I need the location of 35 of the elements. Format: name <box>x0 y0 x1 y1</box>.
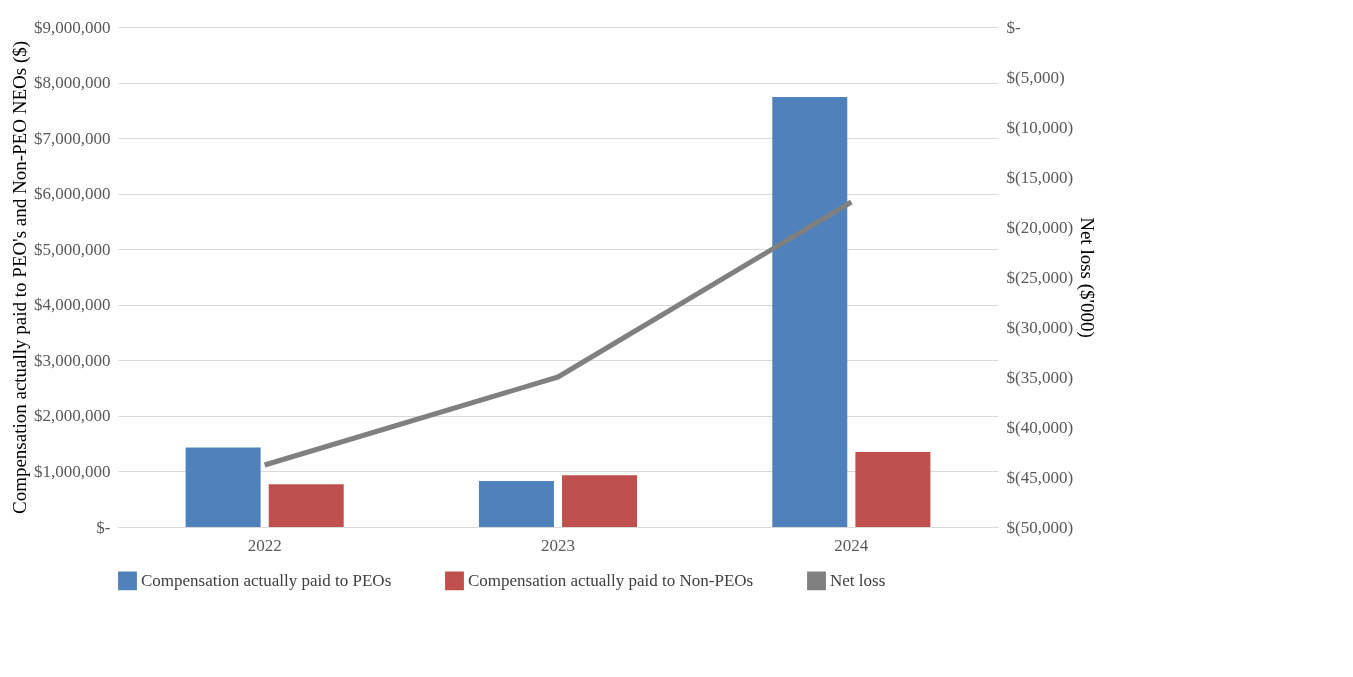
y-tick-label: $- <box>96 517 111 537</box>
y-axis-title: Compensation actually paid to PEO's and Non-PEO NEOs ($) <box>9 40 31 515</box>
legend-label: Compensation actually paid to PEOs <box>141 570 392 590</box>
y2-tick-label: $- <box>1006 17 1021 37</box>
y2-axis-title: Net loss ($'000) <box>1076 217 1099 338</box>
y2-tick-label: $(25,000) <box>1006 267 1074 287</box>
y2-tick-label: $(35,000) <box>1006 367 1074 387</box>
x-tick-label: 2024 <box>834 535 869 555</box>
y2-tick-label: $(30,000) <box>1006 317 1074 337</box>
y2-tick-label: $(50,000) <box>1006 517 1074 537</box>
y-tick-label: $1,000,000 <box>34 461 111 481</box>
y2-tick-label: $(10,000) <box>1006 117 1074 137</box>
bar <box>562 475 638 527</box>
y-tick-label: $6,000,000 <box>34 184 111 204</box>
legend-label: Net loss <box>830 570 886 590</box>
legend-label: Compensation actually paid to Non-PEOs <box>468 570 754 590</box>
x-tick-label: 2022 <box>247 535 282 555</box>
y2-tick-label: $(45,000) <box>1006 467 1074 487</box>
y-tick-label: $7,000,000 <box>34 128 111 148</box>
bar <box>772 97 848 527</box>
bar <box>268 484 344 527</box>
y2-tick-label: $(20,000) <box>1006 217 1074 237</box>
y-tick-label: $4,000,000 <box>34 295 111 315</box>
bar <box>855 452 931 527</box>
y2-tick-label: $(15,000) <box>1006 167 1074 187</box>
x-tick-label: 2023 <box>541 535 575 555</box>
bar <box>185 447 261 527</box>
y-tick-label: $3,000,000 <box>34 350 111 370</box>
y-tick-label: $8,000,000 <box>34 73 111 93</box>
y-tick-label: $9,000,000 <box>34 17 111 37</box>
y-tick-label: $2,000,000 <box>34 406 111 426</box>
y2-tick-label: $(5,000) <box>1006 67 1065 87</box>
bar <box>478 480 554 527</box>
y-tick-label: $5,000,000 <box>34 239 111 259</box>
y2-tick-label: $(40,000) <box>1006 417 1074 437</box>
